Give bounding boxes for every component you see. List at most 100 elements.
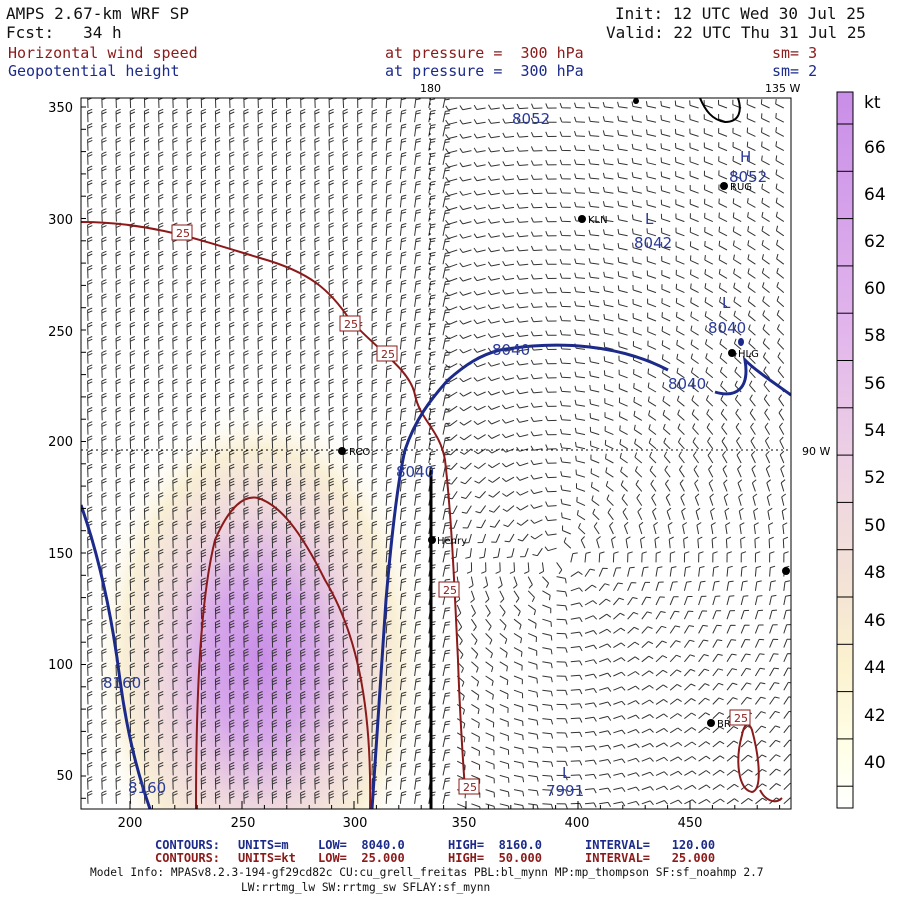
wind-barb	[487, 318, 500, 324]
wind-barb	[637, 507, 643, 521]
wind-barb	[738, 493, 743, 506]
wind-barb	[501, 361, 515, 367]
wind-barb	[733, 324, 742, 336]
wind-barb	[442, 209, 451, 222]
wind-barb	[602, 158, 614, 166]
wind-barb	[300, 776, 306, 790]
wind-barb	[782, 522, 788, 535]
wind-barb	[186, 336, 192, 350]
wind-barb	[328, 407, 334, 421]
wind-barb	[660, 114, 671, 123]
wind-barb	[214, 492, 221, 506]
height-label: 8042	[634, 234, 672, 252]
wind-barb	[516, 389, 529, 395]
wind-barb	[580, 536, 586, 549]
wind-barb	[357, 478, 363, 492]
wind-barb	[712, 755, 725, 762]
model-info: Model Info: MPASv8.2.3-194-gf29cd82c CU:…	[90, 866, 764, 879]
wind-barb	[473, 305, 486, 310]
wind-barb	[414, 98, 421, 109]
wind-barb	[634, 438, 643, 450]
wind-barb	[675, 227, 685, 237]
wind-barb	[357, 407, 363, 421]
wind-barb	[669, 566, 677, 577]
wind-barb	[684, 712, 697, 719]
wind-barb	[661, 312, 671, 322]
wind-barb	[271, 265, 278, 279]
wind-barb	[314, 137, 320, 151]
wind-barb	[385, 663, 392, 677]
wind-barb	[172, 776, 178, 790]
wind-barb	[414, 450, 422, 464]
wind-barb	[371, 478, 378, 492]
wind-barb	[300, 478, 306, 492]
wind-barb	[143, 293, 150, 307]
wind-barb	[342, 577, 349, 591]
colorbar-label: 60	[864, 279, 886, 299]
wind-barb	[698, 566, 705, 577]
wind-barb	[664, 465, 671, 478]
wind-barb	[732, 226, 742, 237]
wind-barb	[414, 663, 422, 677]
wind-barb	[530, 402, 543, 408]
wind-barb	[442, 138, 451, 151]
wind-barb	[677, 437, 685, 450]
wind-barb	[87, 648, 93, 662]
wind-barb	[754, 653, 765, 663]
wind-barb	[371, 691, 378, 705]
wind-barb	[243, 463, 249, 478]
wind-barb	[703, 114, 713, 123]
wind-barb	[599, 787, 612, 793]
wind-barb	[468, 576, 474, 589]
wind-barb	[726, 798, 739, 805]
wind-barb	[588, 258, 600, 265]
wind-barb	[588, 272, 600, 279]
wind-barb	[669, 551, 676, 563]
wind-barb	[285, 463, 292, 478]
wind-barb	[300, 421, 306, 435]
wind-barb	[314, 662, 320, 677]
wind-barb	[399, 578, 407, 591]
wind-barb	[399, 421, 407, 435]
wind-barb	[588, 300, 600, 308]
wind-barb	[640, 536, 646, 549]
wind-barb	[300, 762, 306, 776]
wind-barb	[229, 577, 235, 591]
contour1-interval: INTERVAL= 120.00	[585, 838, 716, 852]
wind-barb	[501, 448, 515, 453]
wind-barb	[314, 407, 320, 421]
wind-barb	[488, 118, 500, 124]
wind-barb	[473, 190, 486, 196]
wind-barb	[487, 434, 501, 439]
wind-barb	[243, 364, 249, 378]
wind-barb	[488, 104, 500, 110]
wind-barb	[499, 718, 509, 727]
wind-barb	[516, 217, 529, 223]
wind-barb	[762, 324, 770, 336]
wind-barb	[648, 438, 657, 450]
wind-barb	[87, 421, 93, 435]
wind-barb	[399, 109, 407, 123]
wind-barb	[385, 435, 392, 449]
wind-barb	[516, 103, 529, 110]
wind-barb	[528, 760, 539, 768]
wind-barb	[445, 105, 458, 111]
wind-barb	[300, 250, 306, 265]
wind-barb	[747, 198, 756, 208]
wind-barb	[129, 421, 136, 435]
wind-barb	[556, 760, 568, 767]
wind-barb	[129, 662, 136, 677]
wind-barb	[513, 689, 524, 699]
wind-barb	[445, 162, 458, 168]
wind-barb	[769, 768, 781, 776]
wind-barb	[726, 610, 736, 620]
wind-barb	[606, 494, 614, 506]
wind-barb	[497, 576, 503, 589]
wind-barb	[328, 563, 334, 577]
wind-barb	[314, 705, 320, 719]
wind-barb	[300, 336, 306, 350]
wind-barb	[285, 676, 292, 691]
wind-barb	[570, 602, 583, 608]
wind-barb	[257, 407, 263, 421]
wind-barb	[342, 335, 349, 350]
